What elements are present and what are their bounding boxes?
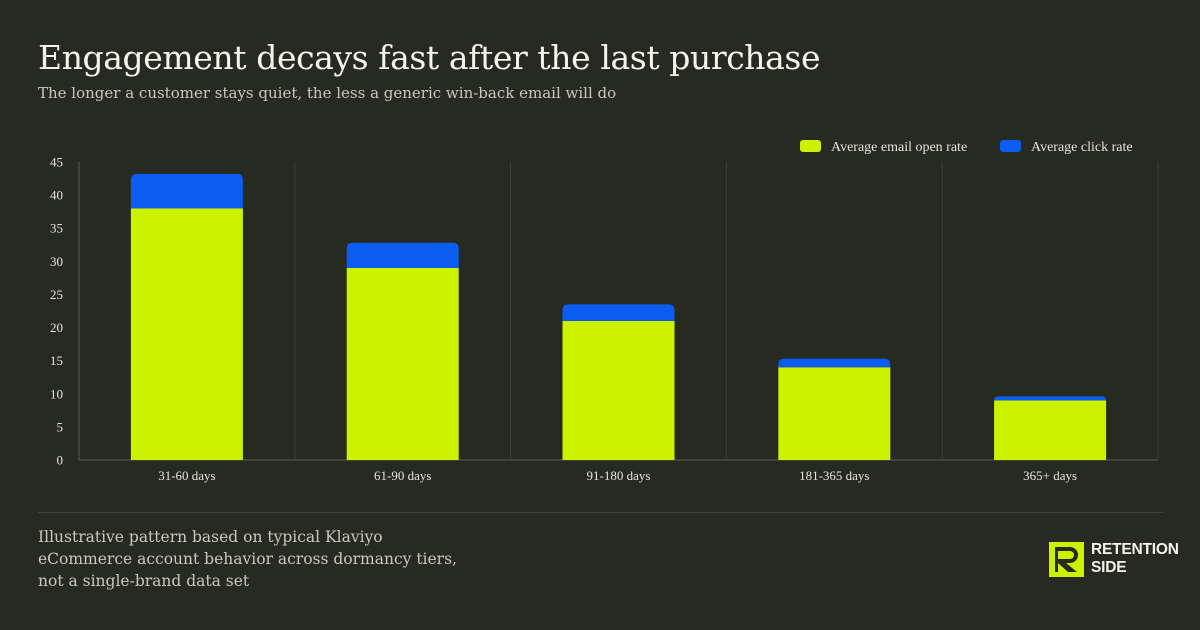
x-tick-label: 181-365 days <box>799 468 869 483</box>
x-tick-label: 31-60 days <box>158 468 215 483</box>
bar-click-rate <box>778 358 891 368</box>
y-tick-label: 30 <box>50 254 63 269</box>
bar-open-rate <box>346 267 459 460</box>
x-tick-label: 61-90 days <box>374 468 431 483</box>
bar-open-rate <box>562 320 675 460</box>
chart-subtitle: The longer a customer stays quiet, the l… <box>38 84 617 102</box>
y-tick-label: 40 <box>50 188 63 203</box>
y-tick-label: 10 <box>50 386 63 401</box>
footnote-line: not a single-brand data set <box>38 572 250 590</box>
footer-divider <box>38 512 1163 513</box>
brand-name-line: SIDE <box>1091 559 1127 576</box>
y-tick-label: 15 <box>50 353 63 368</box>
bar-click-rate <box>130 173 243 209</box>
brand-name-line: RETENTION <box>1091 541 1179 558</box>
bar-open-rate <box>778 367 891 460</box>
y-tick-label: 25 <box>50 287 63 302</box>
legend-swatch <box>800 140 821 152</box>
legend-label: Average click rate <box>1031 140 1133 155</box>
y-tick-label: 45 <box>50 155 63 170</box>
bar-open-rate <box>994 400 1107 460</box>
footnote-line: Illustrative pattern based on typical Kl… <box>38 528 383 546</box>
stacked-bar-chart: 0 5 10 15 20 25 30 35 40 45 31-60 days 61-90 days 91… <box>50 140 1159 483</box>
y-tick-label: 0 <box>57 453 64 468</box>
legend-label: Average email open rate <box>831 140 967 155</box>
y-tick-label: 20 <box>50 320 63 335</box>
footnote: Illustrative pattern based on typical Kl… <box>38 526 478 592</box>
bar-click-rate <box>562 304 675 321</box>
bar-click-rate <box>346 242 459 268</box>
x-tick-label: 365+ days <box>1023 468 1077 483</box>
y-tick-label: 35 <box>50 221 63 236</box>
brand-logo: RETENTION SIDE <box>1049 541 1179 577</box>
brand-name: RETENTION SIDE <box>1091 541 1179 577</box>
legend-swatch <box>1000 140 1021 152</box>
bar-click-rate <box>994 396 1107 401</box>
bar-open-rate <box>130 208 243 460</box>
chart-title: Engagement decays fast after the last pu… <box>38 38 821 77</box>
retention-side-logo-icon <box>1049 541 1084 577</box>
y-tick-label: 5 <box>57 419 64 434</box>
footnote-line: eCommerce account behavior across dorman… <box>38 550 457 568</box>
x-tick-label: 91-180 days <box>587 468 651 483</box>
